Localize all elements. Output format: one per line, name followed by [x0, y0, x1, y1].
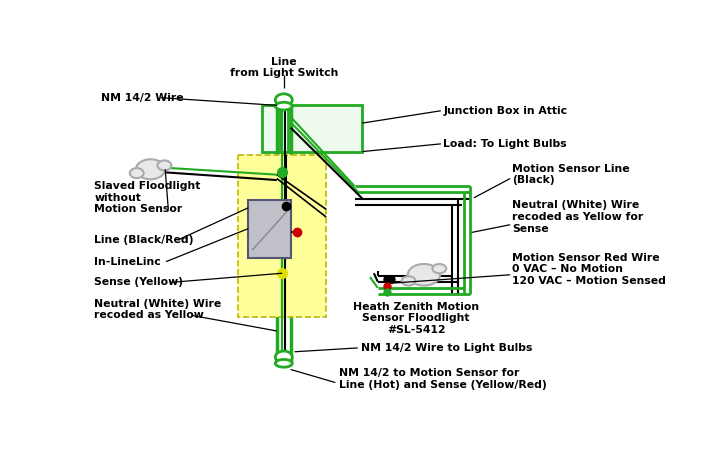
Ellipse shape — [157, 160, 171, 171]
Text: Line
from Light Switch: Line from Light Switch — [229, 57, 338, 78]
Text: Line (Black/Red): Line (Black/Red) — [95, 235, 194, 245]
Text: Slaved Floodlight
without
Motion Sensor: Slaved Floodlight without Motion Sensor — [95, 181, 201, 214]
Text: Motion Sensor Red Wire
0 VAC – No Motion
120 VAC – Motion Sensed: Motion Sensor Red Wire 0 VAC – No Motion… — [513, 253, 666, 286]
Text: Heath Zenith Motion
Sensor Floodlight
#SL-5412: Heath Zenith Motion Sensor Floodlight #S… — [353, 301, 479, 335]
Ellipse shape — [432, 264, 446, 273]
Ellipse shape — [402, 276, 416, 285]
Ellipse shape — [136, 159, 165, 179]
Text: Motion Sensor Line
(Black): Motion Sensor Line (Black) — [513, 164, 630, 185]
Text: Junction Box in Attic: Junction Box in Attic — [443, 106, 567, 116]
Bar — [262, 106, 363, 152]
Ellipse shape — [275, 94, 292, 106]
Text: NM 14/2 Wire to Light Bulbs: NM 14/2 Wire to Light Bulbs — [361, 343, 532, 353]
Text: Neutral (White) Wire
recoded as Yellow for
Sense: Neutral (White) Wire recoded as Yellow f… — [513, 201, 644, 234]
Ellipse shape — [275, 360, 292, 367]
Text: NM 14/2 to Motion Sensor for
Line (Hot) and Sense (Yellow/Red): NM 14/2 to Motion Sensor for Line (Hot) … — [339, 368, 547, 390]
Text: Load: To Light Bulbs: Load: To Light Bulbs — [443, 139, 567, 149]
Text: Sense (Yellow): Sense (Yellow) — [95, 278, 183, 288]
Bar — [248, 200, 290, 258]
Text: In-LineLinc: In-LineLinc — [95, 257, 161, 266]
Text: Neutral (White) Wire
recoded as Yellow: Neutral (White) Wire recoded as Yellow — [95, 299, 221, 320]
Text: NM 14/2 Wire: NM 14/2 Wire — [100, 93, 183, 103]
Ellipse shape — [275, 102, 292, 110]
Ellipse shape — [408, 264, 440, 285]
Ellipse shape — [130, 168, 143, 178]
Bar — [237, 155, 326, 317]
Ellipse shape — [275, 351, 292, 363]
